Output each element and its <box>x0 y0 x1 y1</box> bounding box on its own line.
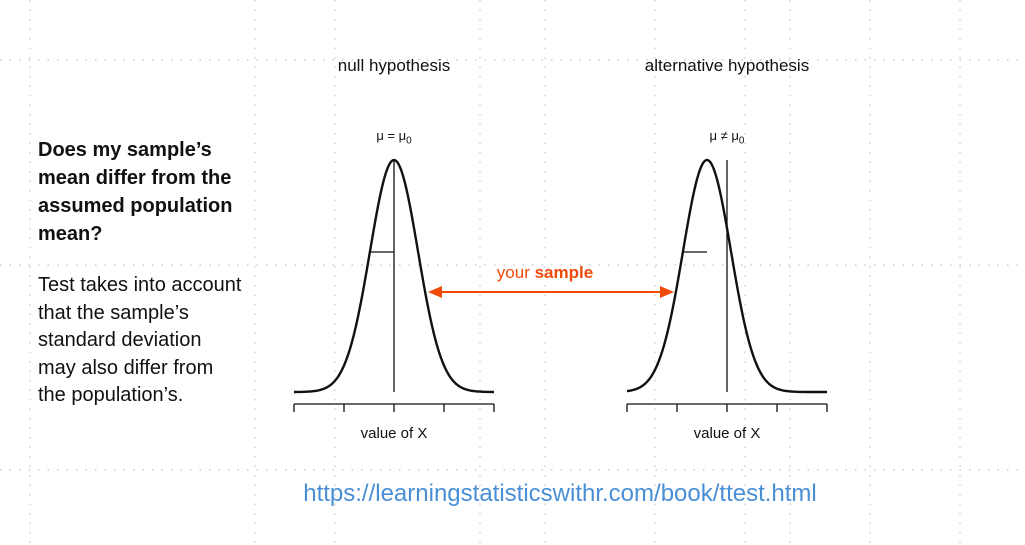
null-x-axis-label: value of X <box>360 425 428 442</box>
note-line: the population’s. <box>38 384 184 406</box>
note-line: standard deviation <box>38 329 202 351</box>
question-line: mean differ from the <box>38 167 232 189</box>
note-line: Test takes into account <box>38 274 242 296</box>
question-line: mean? <box>38 223 103 245</box>
sample-double-arrow <box>428 286 674 298</box>
alternative-hypothesis-title: alternative hypothesis <box>644 56 810 75</box>
alternative-mu-symbol: μ ≠ μ0 <box>709 128 745 147</box>
question-line: Does my sample’s <box>38 139 212 161</box>
your-sample-label: your sample <box>496 263 594 282</box>
note-line: may also differ from <box>38 356 214 379</box>
alternative-x-axis-label: value of X <box>693 425 761 442</box>
null-mu-symbol: μ = μ0 <box>376 128 412 147</box>
question-text: Does my sample’s mean differ from the as… <box>38 136 268 248</box>
note-text: Test takes into account that the sample’… <box>38 272 268 410</box>
note-line: that the sample’s <box>38 301 189 324</box>
null-x-axis <box>293 403 495 412</box>
null-hypothesis-title: null hypothesis <box>337 56 451 75</box>
question-line: assumed population <box>38 195 233 217</box>
alternative-x-axis <box>626 403 828 412</box>
source-url-link[interactable]: https://learningstatisticswithr.com/book… <box>303 480 817 507</box>
